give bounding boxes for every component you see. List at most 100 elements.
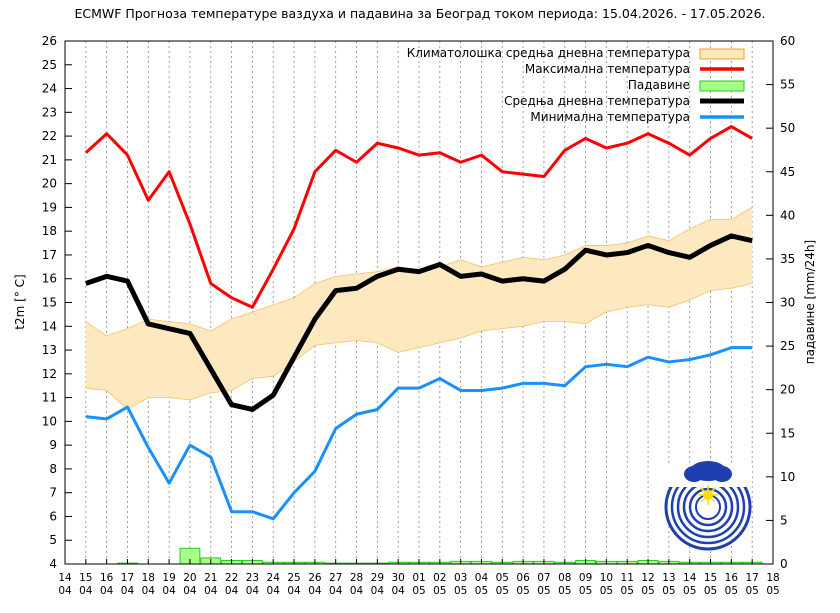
legend-label-precip: Падавине [628, 78, 690, 92]
y-axis-label: t2m [° C] [13, 274, 27, 329]
y-tick-label: 14 [42, 319, 57, 333]
x-tick-day: 17 [745, 572, 758, 584]
y-tick-label: 5 [49, 533, 57, 547]
x-tick-month: 05 [496, 585, 509, 597]
x-tick-month: 05 [725, 585, 738, 597]
x-tick-day: 30 [391, 572, 404, 584]
x-tick-month: 05 [579, 585, 592, 597]
x-tick-month: 05 [641, 585, 654, 597]
max-temp-line [84, 125, 753, 309]
x-tick-day: 07 [537, 572, 550, 584]
y2-tick-label: 35 [780, 252, 795, 266]
x-tick-month: 05 [412, 585, 425, 597]
y-tick-label: 19 [42, 200, 57, 214]
y-tick-label: 23 [42, 105, 57, 119]
x-tick-day: 01 [412, 572, 425, 584]
y-tick-label: 22 [42, 129, 57, 143]
y-tick-label: 12 [42, 367, 57, 381]
axes: 4567891011121314151617181920212223242526… [42, 34, 796, 597]
mean-temp-line [85, 233, 753, 412]
x-tick-day: 08 [558, 572, 571, 584]
x-tick-day: 24 [267, 572, 281, 584]
y2-tick-label: 55 [780, 78, 795, 92]
x-tick-month: 05 [475, 585, 488, 597]
x-tick-day: 13 [662, 572, 675, 584]
x-tick-day: 14 [683, 572, 697, 584]
x-tick-month: 05 [433, 585, 446, 597]
y2-tick-label: 0 [780, 557, 788, 571]
x-tick-day: 06 [516, 572, 530, 584]
x-tick-month: 04 [246, 585, 260, 597]
chart-title: ECMWF Прогноза температуре ваздуха и пад… [74, 6, 765, 21]
y-tick-label: 16 [42, 272, 57, 286]
x-tick-month: 04 [371, 585, 385, 597]
y-tick-label: 4 [49, 557, 57, 571]
legend-label-max: Максимална температура [525, 62, 690, 76]
legend-label-min: Минимална температура [530, 110, 690, 124]
x-tick-month: 04 [183, 585, 197, 597]
x-tick-month: 04 [391, 585, 405, 597]
x-tick-day: 02 [433, 572, 446, 584]
y2-tick-label: 45 [780, 165, 795, 179]
x-tick-day: 25 [287, 572, 300, 584]
min-temp-line [85, 346, 753, 521]
x-tick-month: 04 [287, 585, 301, 597]
x-tick-day: 28 [350, 572, 363, 584]
y2-tick-label: 40 [780, 208, 795, 222]
y2-tick-label: 5 [780, 513, 788, 527]
x-tick-month: 04 [58, 585, 72, 597]
legend: Климатолошка средња дневна температура М… [407, 46, 745, 124]
y2-tick-label: 15 [780, 426, 795, 440]
x-tick-month: 04 [162, 585, 176, 597]
x-tick-day: 21 [204, 572, 217, 584]
x-tick-day: 20 [183, 572, 196, 584]
x-tick-day: 23 [246, 572, 259, 584]
x-tick-month: 05 [704, 585, 717, 597]
climatology-lower-edge [85, 283, 753, 410]
x-tick-month: 04 [142, 585, 156, 597]
y-tick-label: 17 [42, 248, 57, 262]
x-tick-month: 05 [766, 585, 779, 597]
y2-tick-label: 30 [780, 296, 795, 310]
x-tick-day: 14 [58, 572, 72, 584]
y2-tick-label: 10 [780, 470, 795, 484]
y-tick-label: 9 [49, 438, 57, 452]
y-tick-label: 7 [49, 486, 57, 500]
rhmz-logo [664, 461, 752, 551]
x-tick-day: 16 [100, 572, 114, 584]
x-tick-month: 05 [745, 585, 758, 597]
x-tick-month: 04 [308, 585, 322, 597]
x-tick-day: 15 [79, 572, 92, 584]
y2-tick-label: 50 [780, 121, 795, 135]
climatology-band-area [85, 207, 753, 410]
temperature-series [84, 125, 753, 521]
x-tick-month: 04 [79, 585, 93, 597]
x-tick-day: 12 [641, 572, 654, 584]
x-tick-month: 05 [662, 585, 675, 597]
y-tick-label: 6 [49, 509, 57, 523]
x-tick-day: 15 [704, 572, 717, 584]
y-tick-label: 25 [42, 58, 57, 72]
x-tick-month: 04 [225, 585, 239, 597]
y2-tick-label: 60 [780, 34, 795, 48]
x-tick-month: 05 [516, 585, 529, 597]
y-tick-label: 10 [42, 414, 57, 428]
y-tick-label: 15 [42, 296, 57, 310]
y2-tick-label: 20 [780, 383, 795, 397]
legend-swatch-precip [699, 80, 745, 92]
x-tick-day: 17 [121, 572, 134, 584]
x-tick-month: 05 [683, 585, 696, 597]
x-tick-day: 11 [621, 572, 634, 584]
x-tick-day: 18 [142, 572, 155, 584]
x-tick-month: 04 [350, 585, 364, 597]
y-tick-label: 24 [42, 82, 57, 96]
x-tick-day: 05 [496, 572, 509, 584]
legend-swatch-climatology [699, 48, 745, 60]
x-tick-day: 03 [454, 572, 467, 584]
x-tick-day: 04 [475, 572, 489, 584]
y2-tick-label: 25 [780, 339, 795, 353]
x-tick-month: 05 [537, 585, 550, 597]
y-tick-label: 11 [42, 391, 57, 405]
x-tick-month: 04 [329, 585, 343, 597]
